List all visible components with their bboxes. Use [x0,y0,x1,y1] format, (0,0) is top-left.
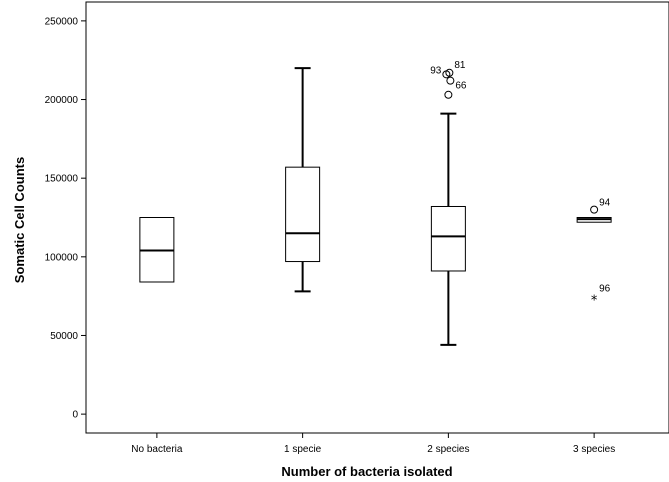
y-axis-title: Somatic Cell Counts [12,157,27,283]
outlier-label: 96 [599,284,611,295]
boxes-group: 93 81 66 94 *96 [139,60,612,346]
box-2 [285,67,321,293]
box-1 [139,217,175,283]
y-tick-label: 0 [72,410,78,421]
outlier-label: 66 [455,81,467,92]
outlier-circle [444,90,453,99]
outlier-circle [590,205,599,214]
outlier-circle [445,68,454,77]
outlier-star: * [591,294,598,309]
x-axis-title: Number of bacteria isolated [281,464,452,479]
x-tick-label: 1 specie [284,444,322,455]
box-4: 94 *96 [576,198,612,309]
y-tick-label: 200000 [45,95,79,106]
x-axis-ticks: No bacteria 1 specie 2 species 3 species [131,433,615,455]
outlier-circle [446,76,455,85]
outlier-label: 94 [599,198,611,209]
x-tick-label: 2 species [427,444,469,455]
outlier-label: 93 [430,65,442,76]
plot-area [85,1,669,434]
box-iqr [430,205,466,272]
x-tick-label: 3 species [573,444,615,455]
box-3: 93 81 66 [430,60,467,346]
y-axis-ticks: 0 50000 100000 150000 200000 250000 [45,16,86,421]
y-tick-label: 150000 [45,174,79,185]
box-iqr [285,166,321,263]
y-tick-label: 250000 [45,16,79,27]
x-tick-label: No bacteria [131,444,183,455]
y-tick-label: 100000 [45,252,79,263]
outlier-label: 81 [454,60,466,71]
y-tick-label: 50000 [50,331,78,342]
